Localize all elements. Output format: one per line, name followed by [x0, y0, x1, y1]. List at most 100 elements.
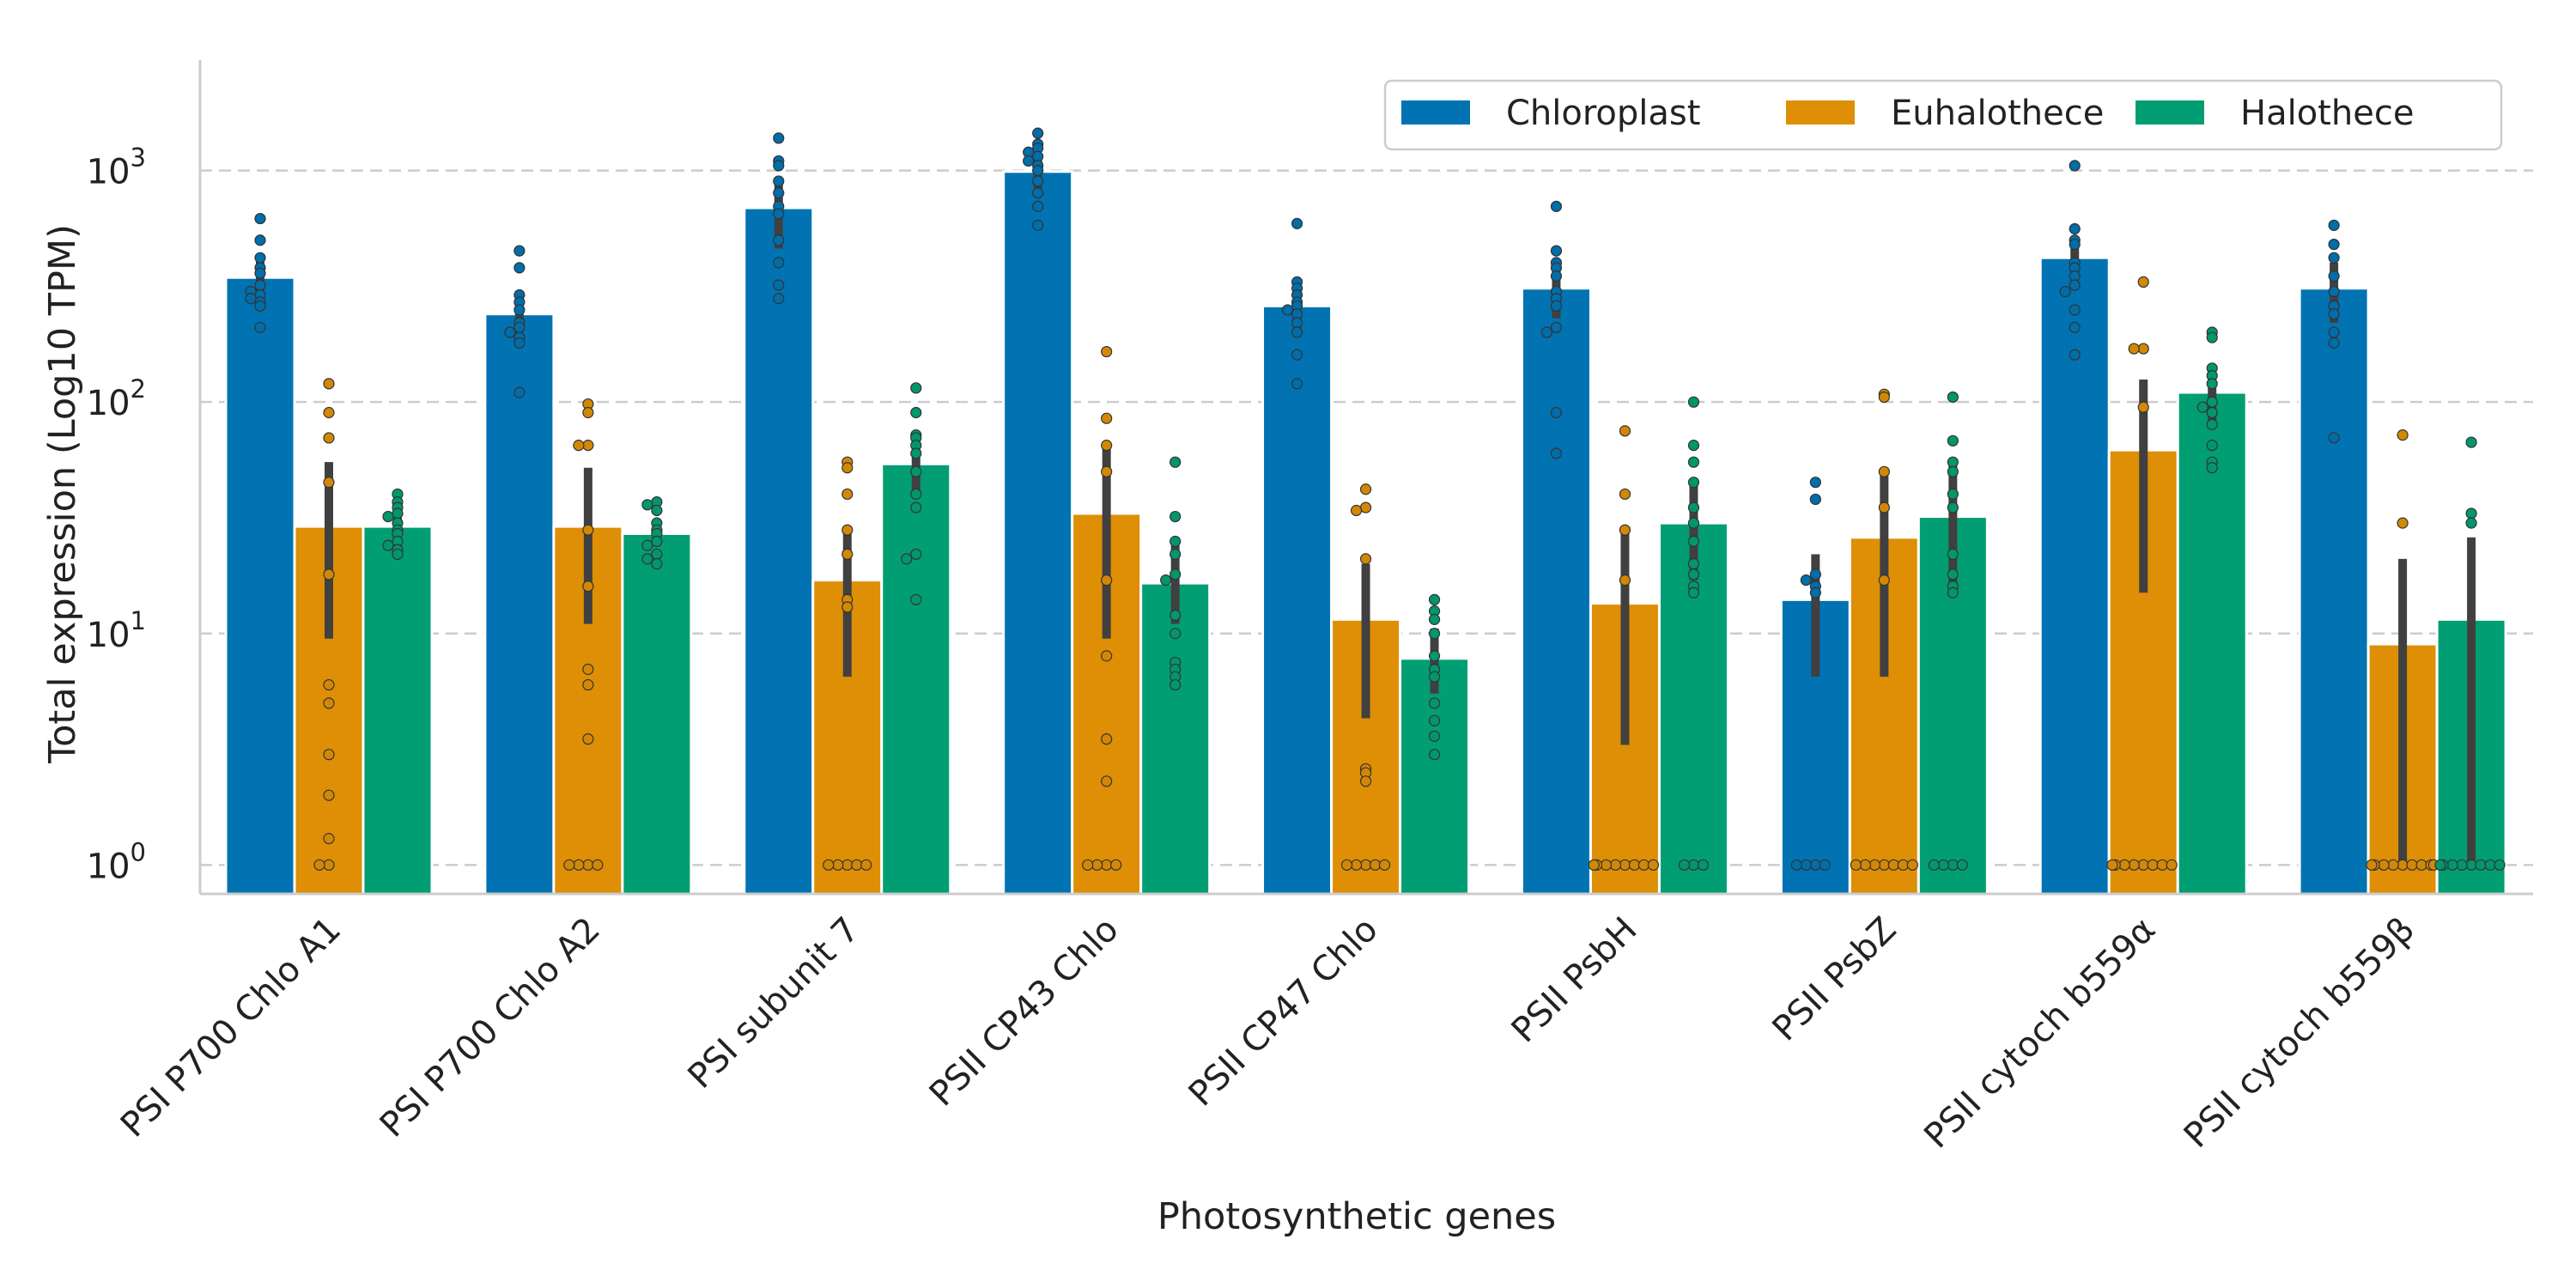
data-point — [2069, 238, 2081, 251]
data-point — [323, 568, 335, 580]
data-point — [2465, 507, 2477, 519]
data-point — [1868, 859, 1880, 871]
data-point — [2206, 378, 2218, 390]
bar — [1261, 304, 1334, 896]
legend-swatch — [2136, 100, 2204, 125]
data-point — [2328, 337, 2340, 349]
data-point — [1540, 326, 1553, 338]
data-point — [2397, 429, 2409, 441]
data-point — [504, 326, 516, 338]
data-point — [1550, 406, 1563, 419]
data-point — [910, 548, 922, 561]
data-point — [2069, 160, 2081, 172]
data-point — [2397, 517, 2409, 529]
data-point — [1687, 440, 1700, 452]
data-point — [1101, 574, 1113, 586]
data-point — [1170, 678, 1182, 691]
data-point — [323, 378, 335, 390]
data-point — [323, 749, 335, 761]
data-point — [1291, 217, 1303, 229]
data-point — [2147, 859, 2159, 871]
data-point — [582, 440, 594, 452]
data-point — [1800, 859, 1812, 871]
data-point — [1609, 859, 1622, 871]
legend-swatch — [1786, 100, 1855, 125]
bar — [621, 532, 693, 896]
data-point — [1550, 300, 1563, 312]
data-point — [513, 321, 526, 333]
data-point — [2137, 276, 2149, 289]
bar — [811, 579, 884, 896]
data-point — [323, 432, 335, 444]
data-point — [1101, 440, 1113, 452]
data-point — [2366, 859, 2378, 871]
data-point — [513, 262, 526, 274]
data-point — [245, 293, 257, 305]
data-point — [773, 175, 785, 187]
data-point — [582, 733, 594, 745]
data-point — [1809, 477, 1821, 489]
data-point — [1170, 535, 1182, 548]
data-point — [1032, 175, 1044, 187]
data-point — [1947, 434, 1959, 447]
data-points — [245, 127, 2506, 871]
data-point — [582, 406, 594, 419]
y-axis-title: Total expression (Log10 TPM) — [41, 224, 84, 764]
data-point — [1687, 586, 1700, 598]
data-point — [2397, 859, 2409, 871]
data-point — [1687, 568, 1700, 580]
data-point — [1359, 859, 1372, 871]
data-point — [2434, 859, 2446, 871]
data-point — [910, 593, 922, 605]
bar — [743, 206, 815, 896]
data-point — [823, 859, 835, 871]
data-point — [582, 663, 594, 676]
data-point — [1428, 593, 1441, 605]
data-point — [1619, 425, 1631, 437]
data-point — [573, 440, 585, 452]
data-point — [313, 859, 325, 871]
data-point — [2196, 401, 2208, 413]
data-point — [1101, 733, 1113, 745]
data-point — [2328, 219, 2340, 231]
bar — [1399, 657, 1471, 896]
data-point — [513, 245, 526, 257]
data-point — [1291, 349, 1303, 361]
data-point — [773, 234, 785, 246]
data-point — [1819, 859, 1831, 871]
data-point — [901, 553, 913, 565]
data-point — [1428, 650, 1441, 662]
data-point — [2328, 252, 2340, 264]
data-point — [573, 859, 585, 871]
data-point — [323, 697, 335, 709]
data-point — [1947, 465, 1959, 477]
data-point — [1350, 859, 1363, 871]
data-point — [582, 859, 594, 871]
data-point — [382, 510, 394, 523]
data-point — [1340, 859, 1353, 871]
data-point — [1947, 391, 1959, 404]
data-point — [1588, 859, 1600, 871]
data-point — [910, 382, 922, 394]
data-point — [254, 252, 266, 264]
data-point — [1956, 859, 1968, 871]
data-point — [592, 859, 604, 871]
data-point — [2465, 859, 2477, 871]
legend-label: Halothece — [2240, 94, 2414, 133]
x-tick-labels: PSI P700 Chlo A1 PSI P700 Chlo A2 PSI subu… — [113, 910, 2422, 1157]
data-point — [2137, 859, 2149, 871]
data-point — [2128, 343, 2140, 355]
data-point — [254, 234, 266, 246]
data-point — [254, 279, 266, 291]
data-point — [910, 501, 922, 513]
data-point — [1160, 574, 1172, 586]
data-point — [2446, 859, 2458, 871]
data-point — [1937, 859, 1949, 871]
bar — [1002, 170, 1074, 896]
data-point — [2475, 859, 2487, 871]
data-point — [1878, 501, 1890, 513]
x-tick-label: PSII PsbZ — [1765, 910, 1905, 1049]
bar — [2038, 256, 2111, 896]
data-point — [1428, 628, 1441, 640]
data-point — [582, 580, 594, 592]
